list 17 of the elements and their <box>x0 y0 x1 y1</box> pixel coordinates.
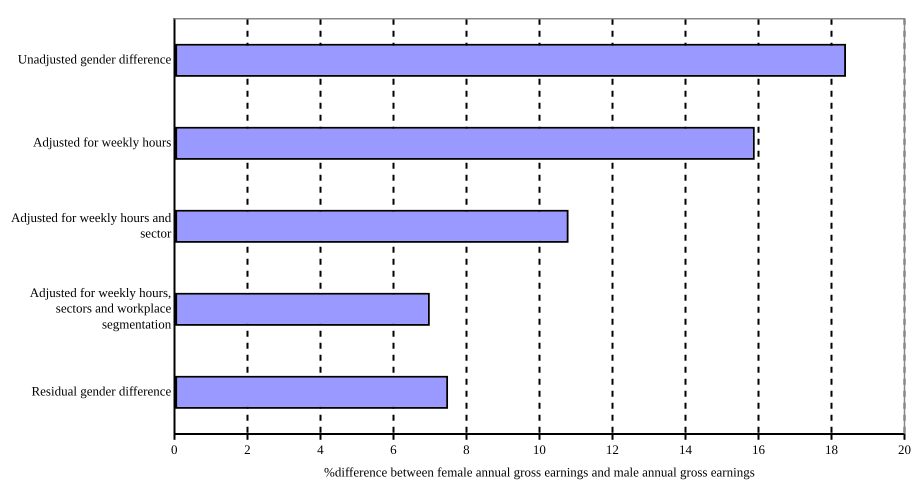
y-tick-label: Adjusted for weekly hours and sector <box>10 210 172 241</box>
y-tick-label: Adjusted for weekly hours <box>33 134 172 150</box>
x-tick-label: 0 <box>171 442 178 458</box>
x-tick-label: 6 <box>390 442 398 458</box>
y-tick-label: Adjusted for weekly hours, sectors and workplace segmentation <box>30 285 172 332</box>
x-tick-label: 4 <box>317 442 324 458</box>
x-axis-title: %difference between female annual gross earnings and male annual gross earnings <box>324 464 755 480</box>
x-tick-label: 2 <box>244 442 251 458</box>
x-tick-label: 18 <box>824 442 838 458</box>
y-tick-label: Residual gender difference <box>31 384 172 399</box>
x-tick-label: 12 <box>606 442 619 458</box>
x-tick-label: 10 <box>532 442 546 458</box>
x-tick-label: 14 <box>678 442 692 458</box>
x-tick-label: 20 <box>898 442 911 458</box>
x-tick-label: 8 <box>463 442 470 458</box>
y-tick-label: Unadjusted gender difference <box>18 52 172 67</box>
x-tick-label: 16 <box>752 442 766 458</box>
